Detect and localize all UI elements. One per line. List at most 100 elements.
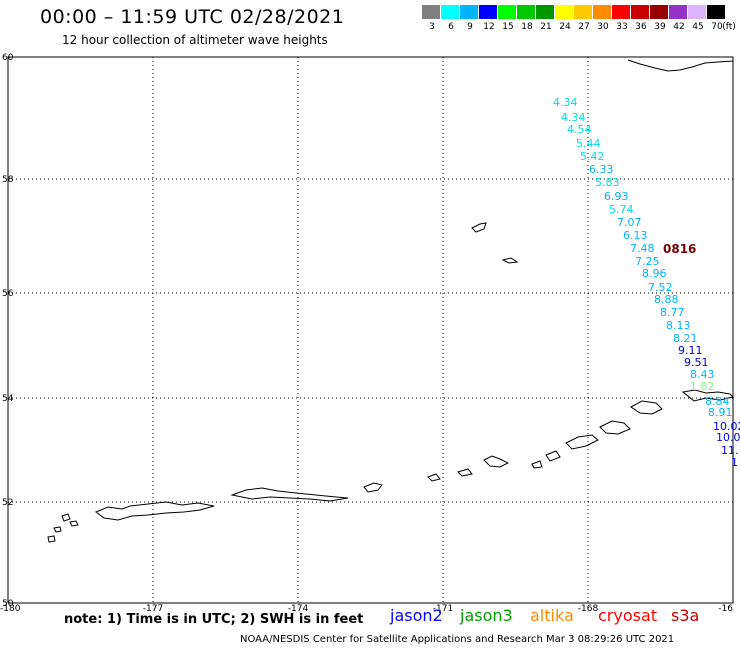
wave-height-point: 4.34	[553, 96, 578, 109]
wave-height-point: 4.54	[567, 123, 592, 136]
wave-height-point: 4.34	[561, 111, 586, 124]
colorbar-label-18: 18	[521, 22, 533, 32]
satellite-s3a: s3a	[671, 606, 700, 625]
wave-height-point: 8.91	[708, 406, 733, 419]
colorbar-label-9: 9	[467, 22, 473, 32]
colorbar-swatch-12	[479, 5, 498, 19]
colorbar-swatch-30	[593, 5, 612, 19]
map-frame	[7, 56, 734, 604]
colorbar-swatch-21	[536, 5, 555, 19]
longitude-label: -180	[0, 604, 21, 614]
wave-height-point: 10.0	[716, 431, 740, 444]
colorbar-label-39: 39	[654, 22, 666, 32]
colorbar-label-3: 3	[429, 22, 435, 32]
wave-height-point: 7.25	[635, 255, 660, 268]
satellite-altika: altika	[530, 606, 574, 625]
colorbar-label-6: 6	[448, 22, 454, 32]
wave-height-point: 7.52	[648, 281, 673, 294]
wave-height-point: 8.43	[690, 368, 715, 381]
wave-height-point: 6.13	[623, 229, 648, 242]
wave-height-point: 7.48	[630, 242, 655, 255]
wave-height-point: 8.13	[666, 319, 691, 332]
fox-islands	[565, 420, 631, 450]
islands-of-four-mountains	[531, 450, 561, 469]
wave-height-point: 9.51	[684, 356, 709, 369]
colorbar-label-45: 45	[692, 22, 704, 32]
colorbar-label-30: 30	[597, 22, 609, 32]
latitude-label: 50	[2, 599, 14, 609]
colorbar-swatch-70	[707, 5, 726, 19]
st-matthew-island	[471, 222, 487, 233]
page-subtitle: 12 hour collection of altimeter wave hei…	[62, 33, 328, 47]
wave-height-point: 5.44	[576, 137, 601, 150]
longitude-label: -16	[718, 604, 733, 614]
wave-height-point: 1	[731, 456, 738, 469]
wave-height-point: 1.82	[690, 380, 715, 393]
wave-height-point: 9.11	[678, 344, 703, 357]
wave-height-point: 8.21	[673, 332, 698, 345]
wave-height-point: 8.77	[660, 306, 685, 319]
note-text: note: 1) Time is in UTC; 2) SWH is in fe…	[64, 612, 364, 627]
wave-height-point: 6.93	[604, 190, 629, 203]
latitude-label: 56	[2, 289, 14, 299]
longitude-label: -171	[433, 604, 453, 614]
wave-height-point: 5.42	[580, 150, 605, 163]
latitude-label: 52	[2, 498, 13, 508]
pribilof-island	[501, 257, 519, 264]
colorbar-label-21: 21	[540, 22, 552, 32]
colorbar-label-27: 27	[578, 22, 590, 32]
colorbar-label-36: 36	[635, 22, 647, 32]
latitude-label: 58	[2, 175, 14, 185]
colorbar-label-70: 70	[711, 22, 723, 32]
unimak-coast	[681, 389, 734, 402]
wave-height-point: 8.84	[705, 395, 730, 408]
wave-height-point: 5.74	[609, 203, 634, 216]
colorbar-swatch-18	[517, 5, 536, 19]
colorbar-label-15: 15	[502, 22, 514, 32]
near-islands-chain	[230, 487, 349, 502]
rat-islands	[363, 473, 441, 493]
longitude-label: -177	[143, 604, 163, 614]
colorbar-swatch-36	[631, 5, 650, 19]
altimeter-track: 4.344.344.545.445.426.335.836.935.747.07…	[553, 96, 740, 469]
wave-height-point: 5.83	[595, 176, 620, 189]
colorbar-swatch-42	[669, 5, 688, 19]
wave-height-point: 6.33	[589, 163, 614, 176]
satellite-jason3: jason3	[460, 606, 513, 625]
colorbar-swatch-3	[422, 5, 441, 19]
graticule: 60 58 56 54 52 50-180 -177 -174 -171 -168 -16	[0, 53, 733, 614]
commander-islands	[95, 501, 215, 521]
colorbar-swatch-24	[555, 5, 574, 19]
colorbar-swatch-27	[574, 5, 593, 19]
colorbar-swatch-9	[460, 5, 479, 19]
colorbar-unit: (ft)	[722, 22, 736, 32]
colorbar-label-33: 33	[616, 22, 628, 32]
wave-height-point: 8.96	[642, 267, 667, 280]
satellite-cryosat: cryosat	[598, 606, 658, 625]
unalaska-island	[630, 400, 663, 415]
page-title: 00:00 – 11:59 UTC 02/28/2021	[40, 6, 345, 28]
colorbar-label-24: 24	[559, 22, 571, 32]
latitude-label: 60	[2, 53, 14, 63]
colorbar-swatch-45	[688, 5, 707, 19]
kamchatka-islets	[47, 513, 79, 543]
colorbar-label-42: 42	[673, 22, 685, 32]
satellite-jason2: jason2	[390, 606, 443, 625]
wave-height-point: 8.88	[654, 293, 679, 306]
longitude-label: -168	[578, 604, 599, 614]
wave-height-point: 7.07	[617, 216, 642, 229]
wave-height-point: 11.	[721, 444, 739, 457]
andreanof-islands	[457, 455, 510, 477]
colorbar-swatch-39	[650, 5, 669, 19]
longitude-label: -174	[288, 604, 309, 614]
colorbar-label-12: 12	[483, 22, 495, 32]
time-stamp-label: 0816	[663, 242, 697, 256]
colorbar-swatch-15	[498, 5, 517, 19]
latitude-label: 54	[2, 394, 14, 404]
alaska-mainland-coast	[627, 59, 734, 72]
coastline	[47, 59, 734, 543]
colorbar-swatch-6	[441, 5, 460, 19]
colorbar-swatch-33	[612, 5, 631, 19]
wave-height-point: 10.02	[713, 420, 740, 433]
